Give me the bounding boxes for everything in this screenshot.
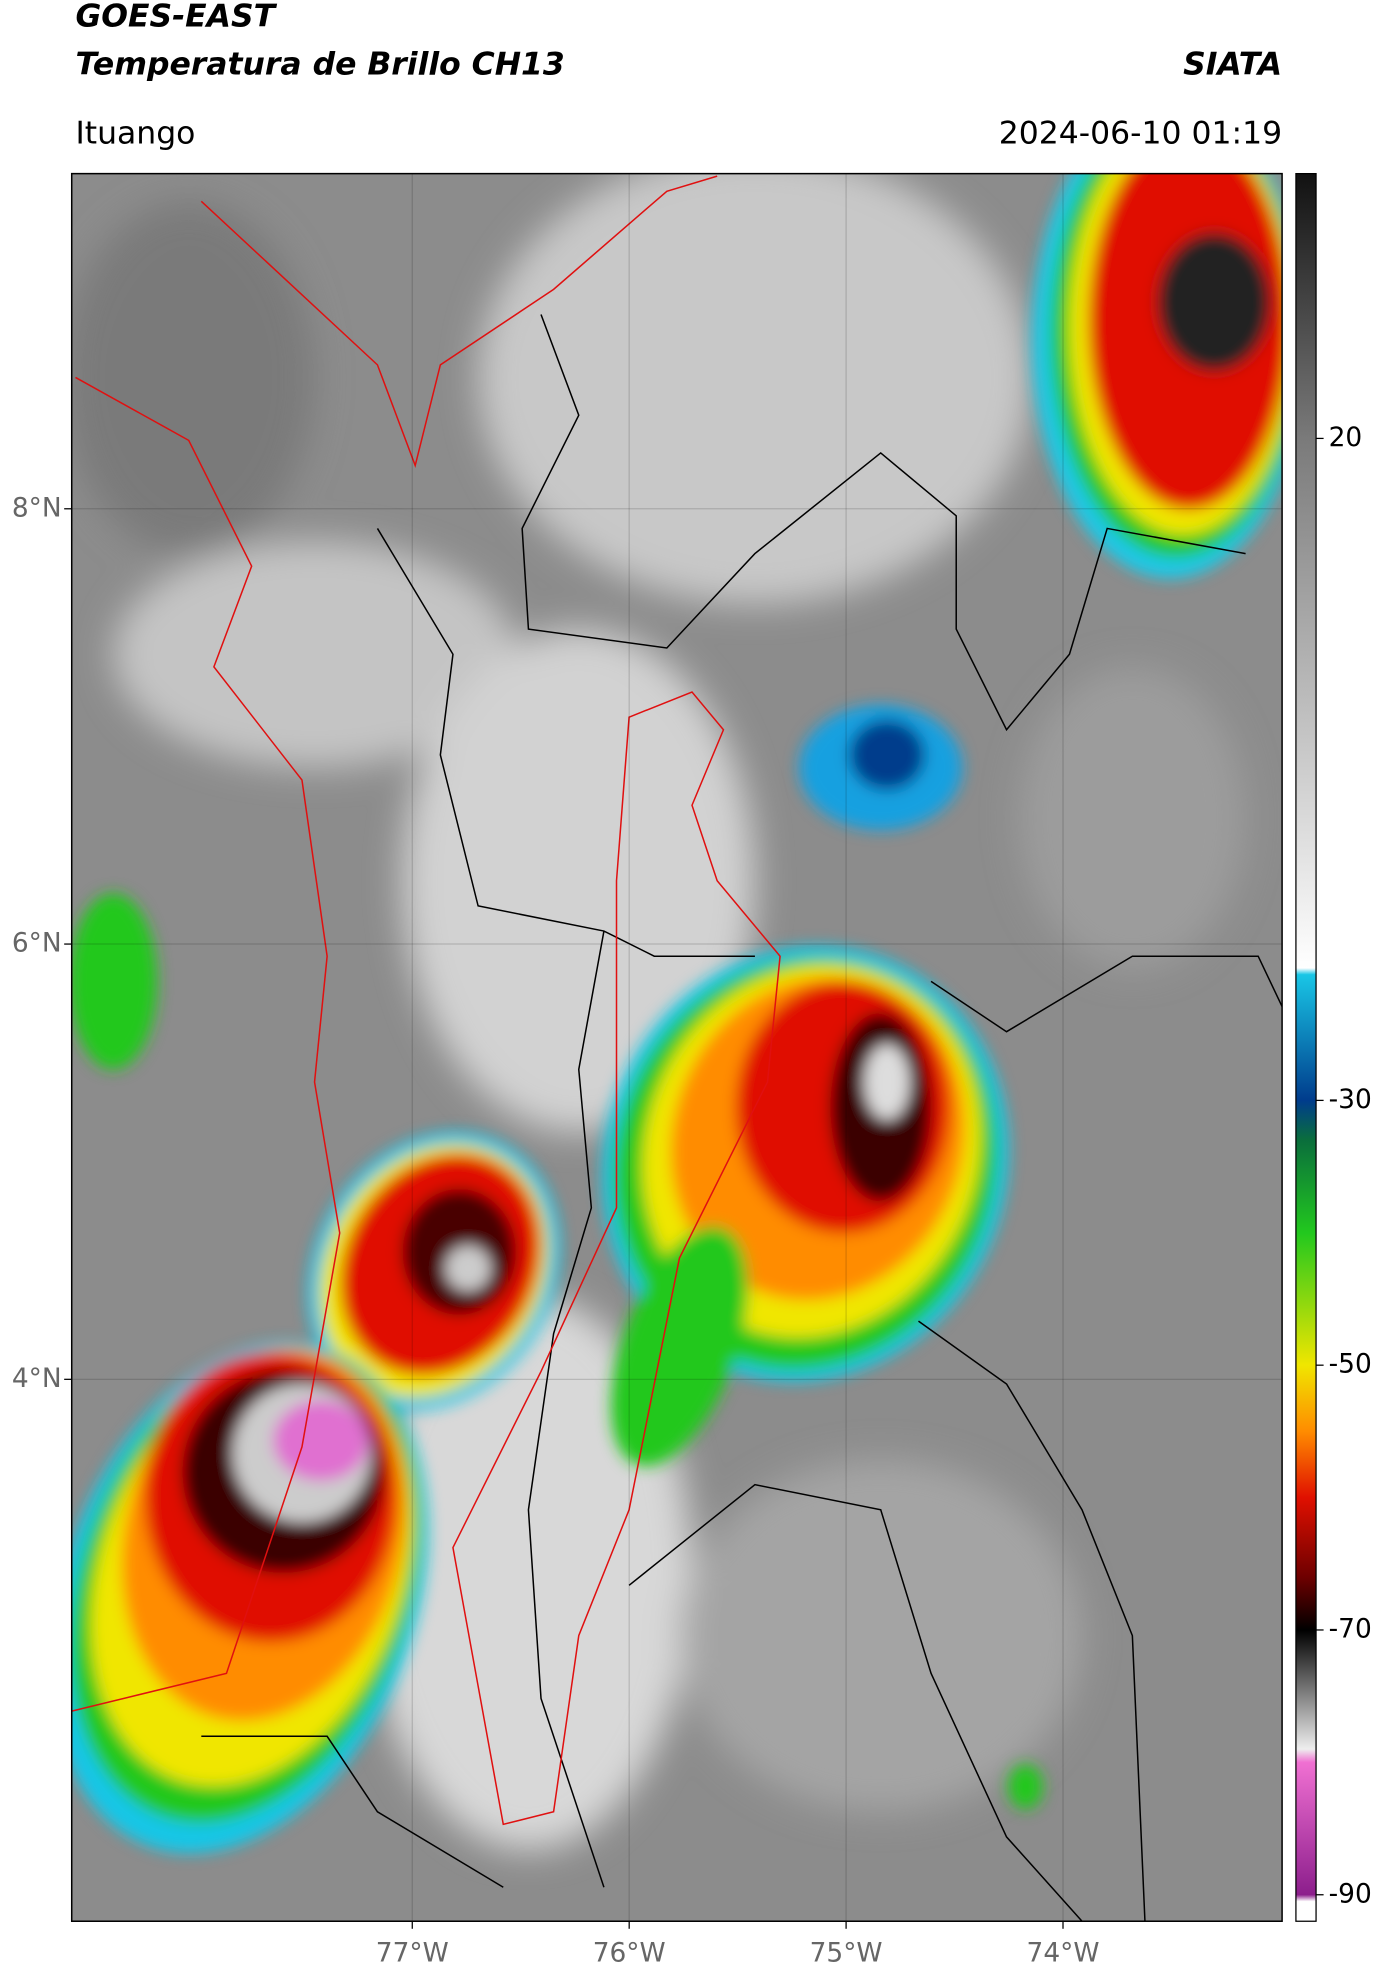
colorbar-tick-label: -30	[1329, 1084, 1372, 1115]
storm-cells	[71, 173, 1283, 1854]
colorbar-tick-label: -50	[1329, 1349, 1372, 1380]
satellite: GOES-EAST	[75, 0, 277, 35]
x-tick-label: 77°W	[376, 1937, 449, 1968]
boundaries	[201, 314, 1283, 1922]
x-tick-label: 75°W	[810, 1937, 883, 1968]
y-tick-label: 6°N	[12, 928, 62, 959]
red-boundaries	[71, 175, 781, 1826]
x-tick-label: 76°W	[593, 1937, 666, 1968]
product: Temperatura de Brillo CH13	[75, 46, 564, 82]
satellite-image	[71, 173, 1283, 1922]
clouds	[71, 173, 1246, 1850]
colorbar	[1295, 173, 1317, 1922]
colorbar-tick-label: -70	[1329, 1613, 1372, 1644]
organization: SIATA	[1183, 46, 1282, 82]
colorbar-tick-label: -90	[1329, 1878, 1372, 1909]
colorbar-tick-label: 20	[1329, 422, 1363, 453]
location: Ituango	[75, 116, 195, 152]
x-tick-label: 74°W	[1027, 1937, 1100, 1968]
y-tick-label: 4°N	[12, 1363, 62, 1394]
graticule: 77°W 76°W 75°W 74°W 8°N 6°N 4°N	[12, 173, 1283, 1968]
colorbar-frame	[1295, 172, 1317, 1922]
datetime: 2024-06-10 01:19	[999, 116, 1282, 152]
y-tick-label: 8°N	[12, 492, 62, 523]
map-frame	[70, 172, 1283, 1922]
